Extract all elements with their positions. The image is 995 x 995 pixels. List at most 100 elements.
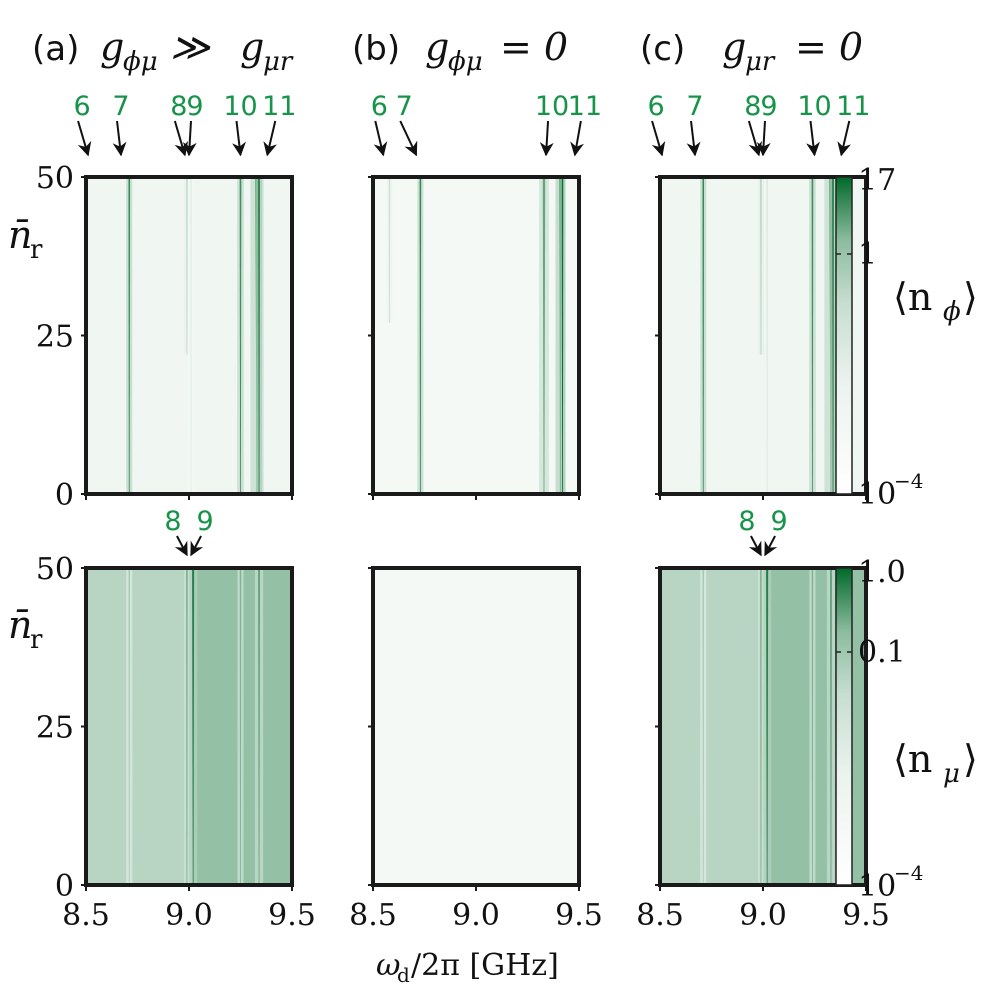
heatmap-a-top-ytick-label-2: 50 xyxy=(36,161,74,196)
heatmap-a-bottom-ytick-label-1: 25 xyxy=(36,711,74,746)
panel-label-b: (b) xyxy=(352,29,400,69)
heatmap-a-bottom-arrow-8 xyxy=(174,535,188,557)
heatmap-a-bottom-resonance-4 xyxy=(258,568,261,885)
heatmap-a-top-arrow-label-9: 9 xyxy=(186,91,203,122)
heatmap-a-bottom-ytick-label-0: 0 xyxy=(55,869,74,904)
colorbar-top-gradient xyxy=(835,176,853,495)
ylabel-top: n̄ r xyxy=(8,213,43,265)
colorbar-bottom: 1.0 0.1 10 −4 ⟨n μ ⟩ xyxy=(835,555,978,904)
panel-title-c: (c) g μr = 0 xyxy=(640,25,863,77)
heatmap-c-top-arrow-label-9: 9 xyxy=(760,91,777,122)
heatmap-a-bottom-xtick-label-1: 9.0 xyxy=(165,898,213,933)
heatmap-a-bottom-xtick-label-0: 8.5 xyxy=(62,898,110,933)
ylabel-bottom: n̄ r xyxy=(8,603,43,655)
heatmap-c-top-arrow-label-6: 6 xyxy=(647,91,664,122)
heatmap-c-top-arrow-6 xyxy=(651,120,666,157)
heatmap-a-top-ytick-label-1: 25 xyxy=(36,320,74,355)
xlabel-rest: /2π [GHz] xyxy=(411,948,559,983)
title-b-relation: = 0 xyxy=(500,25,568,69)
title-c-sub1: μr xyxy=(745,47,776,77)
colorbar-top-tick-mid: 1 xyxy=(858,237,877,272)
heatmap-a-top-resonance-2 xyxy=(190,177,192,494)
heatmap-a-top-arrow-10 xyxy=(232,120,246,157)
heatmap-a-top-arrow-6 xyxy=(77,120,92,157)
heatmap-c-top-arrow-label-11: 11 xyxy=(836,91,870,122)
heatmap-a-bottom-arrow-label-8: 8 xyxy=(164,506,181,537)
heatmap-c-bottom-arrow-9 xyxy=(764,535,778,557)
heatmap-a-top-arrow-label-11: 11 xyxy=(262,91,296,122)
heatmap-b-bottom-xtick-label-2: 9.5 xyxy=(555,898,603,933)
ylabel-top-main: n̄ xyxy=(8,213,32,257)
colorbar-top: 17 1 10 −4 ⟨n ϕ ⟩ xyxy=(835,163,978,512)
heatmap-c-top-resonance-5 xyxy=(832,177,834,494)
heatmap-a-top-arrow-9 xyxy=(182,120,197,157)
heatmap-c-top-resonance-0 xyxy=(702,177,705,494)
heatmap-a-top-arrow-11 xyxy=(263,120,277,157)
heatmap-c-bottom: 8.5 9.0 9.5 8 9 xyxy=(636,506,890,933)
heatmap-a-bottom-ytick-label-2: 50 xyxy=(36,552,74,587)
heatmap-a-top-resonance-1 xyxy=(186,177,188,355)
heatmap-a-bottom-resonance-1 xyxy=(186,568,188,885)
colorbar-top-label-main: ⟨n xyxy=(893,275,932,319)
heatmap-a-top: 0 25 50 6 7 89 10 11 xyxy=(36,91,297,513)
heatmap-c-top-arrow-8 xyxy=(747,120,763,157)
heatmap-a-bottom-resonance-3 xyxy=(239,568,242,885)
title-c-g1: g xyxy=(722,25,746,69)
title-a-relation: ≫ xyxy=(170,25,211,69)
title-c-relation: = 0 xyxy=(795,25,863,69)
title-a-sub2: μr xyxy=(263,47,294,77)
heatmap-a-bottom-arrow-label-9: 9 xyxy=(196,506,213,537)
heatmap-b-top-resonance-4 xyxy=(561,177,564,494)
heatmap-c-top-arrow-label-8: 8 xyxy=(744,91,761,122)
colorbar-bottom-tick-min: 10 xyxy=(858,869,896,904)
heatmap-a-top-ytick-label-0: 0 xyxy=(55,478,74,513)
heatmap-b-top-resonance-0 xyxy=(388,177,391,323)
colorbar-bottom-label: ⟨n μ ⟩ xyxy=(893,737,978,789)
heatmap-c-top-arrow-11 xyxy=(837,120,851,157)
heatmap-b-top-resonance-1 xyxy=(419,177,422,494)
heatmap-a-bottom-arrow-9 xyxy=(190,535,204,557)
heatmap-a-bottom-resonance-0 xyxy=(128,568,131,885)
heatmap-c-bottom-resonance-4 xyxy=(829,568,833,885)
ylabel-bottom-main: n̄ xyxy=(8,603,32,647)
colorbar-top-label: ⟨n ϕ ⟩ xyxy=(893,275,978,327)
xlabel: ω d /2π [GHz] xyxy=(376,948,559,987)
heatmap-c-top-arrow-7 xyxy=(686,120,701,157)
xlabel-sub: d xyxy=(397,963,410,987)
title-b-g1: g xyxy=(425,25,449,69)
heatmap-a-top-arrow-label-7: 7 xyxy=(112,91,129,122)
title-a-g2: g xyxy=(240,25,264,69)
xlabel-main: ω xyxy=(376,948,400,983)
ylabel-bottom-sub: r xyxy=(30,625,43,655)
heatmap-a-top-arrow-label-6: 6 xyxy=(73,91,90,122)
heatmap-c-top-resonance-2 xyxy=(766,177,768,494)
heatmap-c-top-resonance-1 xyxy=(760,177,762,355)
heatmap-c-top-arrow-label-10: 10 xyxy=(797,91,831,122)
heatmap-c-bottom-resonance-3 xyxy=(811,568,814,885)
heatmap-a-top-arrow-label-10: 10 xyxy=(223,91,257,122)
heatmap-b-bottom: 8.5 9.0 9.5 xyxy=(349,566,603,933)
heatmap-b-top-arrow-label-11: 11 xyxy=(568,91,602,122)
panel-label-c: (c) xyxy=(640,29,685,69)
heatmap-a-top-arrow-label-8: 8 xyxy=(170,91,187,122)
heatmap-b-top-arrow-label-10: 10 xyxy=(535,91,569,122)
heatmap-c-top-arrow-label-7: 7 xyxy=(686,91,703,122)
heatmap-c-bottom-xtick-label-2: 9.5 xyxy=(842,898,890,933)
heatmap-c-bottom-arrow-8 xyxy=(748,535,762,557)
title-b-sub1: ϕμ xyxy=(448,47,483,77)
heatmap-c-bottom-resonance-1 xyxy=(760,568,762,885)
colorbar-top-label-sub: ϕ xyxy=(943,297,961,327)
colorbar-bottom-label-close: ⟩ xyxy=(963,737,978,781)
heatmap-b-top-arrow-label-7: 7 xyxy=(396,91,413,122)
heatmap-c-top-resonance-3 xyxy=(811,177,814,494)
panel-title-b: (b) g ϕμ = 0 xyxy=(352,25,568,77)
heatmap-b-top-arrow-7 xyxy=(399,120,418,157)
ylabel-top-sub: r xyxy=(30,235,43,265)
heatmap-a-top-arrow-7 xyxy=(112,120,127,157)
heatmap-a-bottom: 0 25 50 8.5 9.0 9.5 8 9 xyxy=(36,506,316,933)
colorbar-top-tick-max: 17 xyxy=(858,163,896,198)
panel-label-a: (a) xyxy=(32,29,79,69)
title-a-sub1: ϕμ xyxy=(123,47,158,77)
heatmap-c-top-arrow-9 xyxy=(756,120,771,157)
